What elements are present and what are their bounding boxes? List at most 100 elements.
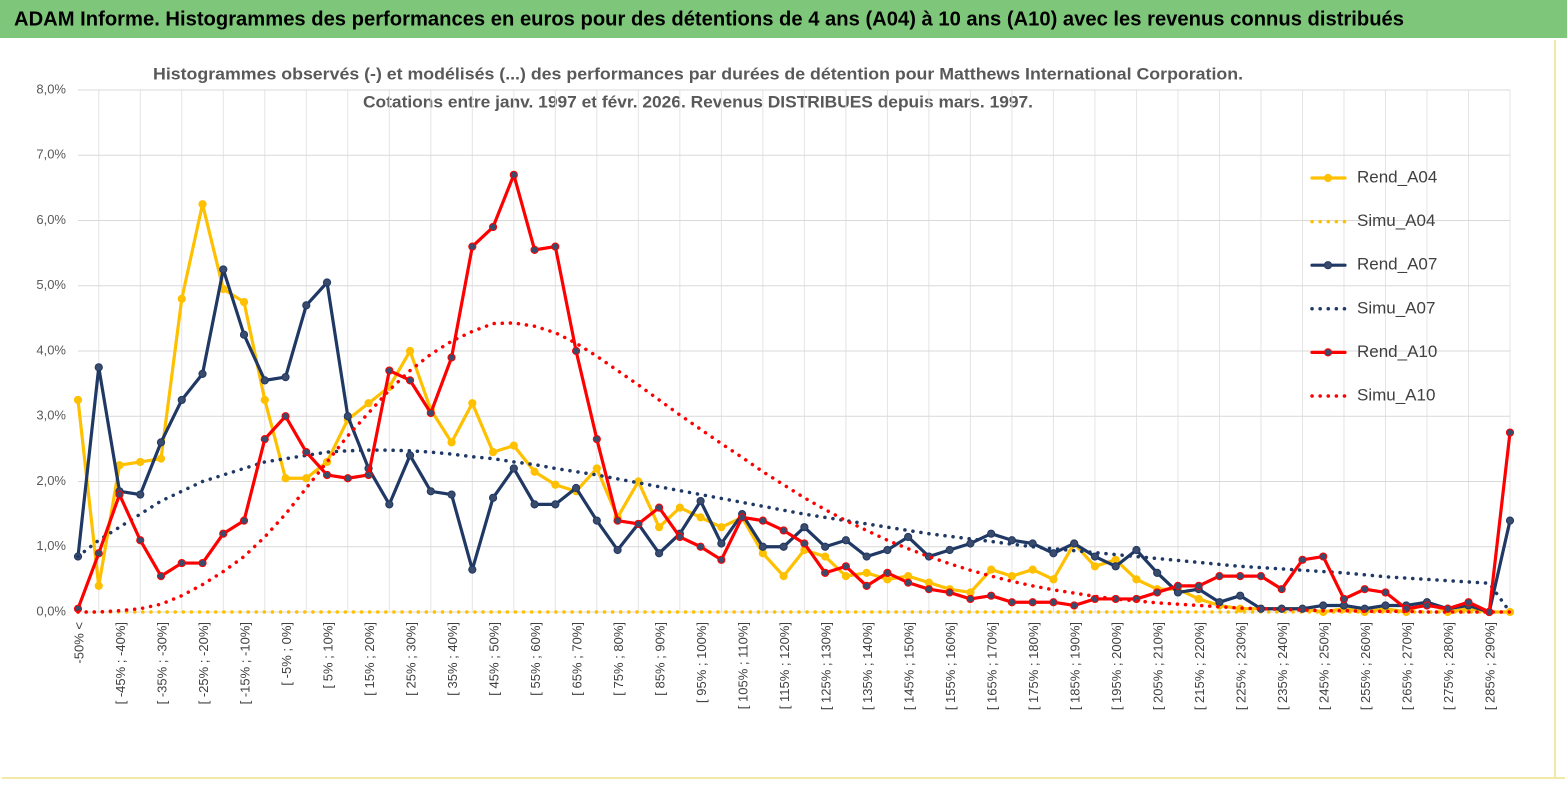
x-tick-label: [ 25% ; 30%]	[403, 622, 418, 696]
point	[904, 578, 913, 587]
point	[343, 412, 352, 421]
point	[136, 457, 145, 467]
point	[862, 552, 871, 561]
point	[1215, 598, 1224, 607]
point	[551, 500, 560, 509]
x-tick-label: [ 175% ; 180%]	[1026, 622, 1041, 710]
point	[841, 572, 850, 581]
point	[1256, 572, 1266, 581]
x-tick-label: [ 135% ; 140%]	[860, 622, 875, 710]
x-tick-label: [ 125% ; 130%]	[819, 622, 834, 710]
point	[177, 395, 186, 405]
y-tick-label: 0,0%	[36, 603, 66, 618]
x-tick-label: [ 45% ; 50%]	[487, 622, 502, 696]
point	[156, 454, 166, 463]
x-tick-label: [ 255% ; 260%]	[1358, 622, 1373, 710]
x-tick-label: [ 65% ; 70%]	[570, 622, 585, 696]
point	[1319, 552, 1328, 561]
x-tick-label: [ 205% ; 210%]	[1151, 622, 1166, 710]
point	[717, 555, 726, 564]
point	[758, 516, 767, 525]
point	[1319, 601, 1328, 610]
y-tick-label: 2,0%	[36, 473, 66, 488]
point	[198, 369, 207, 378]
point	[1194, 594, 1203, 604]
point	[1007, 536, 1017, 545]
x-tick-label: [ 215% ; 220%]	[1192, 622, 1207, 710]
header-title: ADAM Informe. Histogrammes des performan…	[14, 8, 1404, 30]
point	[841, 562, 850, 571]
x-tick-label: [ -15% ; -10%]	[237, 622, 252, 704]
point	[779, 572, 788, 581]
y-tick-label: 3,0%	[36, 408, 66, 423]
x-tick-label: [ 235% ; 240%]	[1275, 622, 1290, 710]
point	[966, 594, 975, 604]
point	[509, 170, 518, 179]
x-tick-label: [ 265% ; 270%]	[1400, 622, 1415, 710]
point	[239, 516, 249, 525]
point	[509, 441, 518, 450]
point	[1360, 585, 1369, 594]
x-tick-label: -50% <	[71, 622, 86, 664]
point	[198, 558, 207, 568]
point	[73, 395, 83, 405]
point	[364, 399, 373, 408]
point	[1090, 562, 1100, 571]
point	[862, 568, 871, 577]
x-tick-label: [ 75% ; 80%]	[611, 622, 626, 696]
point	[613, 545, 622, 555]
point	[1111, 562, 1120, 571]
y-tick-label: 1,0%	[36, 538, 66, 553]
point	[115, 490, 124, 499]
point	[987, 591, 996, 600]
point	[426, 487, 435, 496]
point	[343, 474, 352, 483]
legend-label: Rend_A04	[1357, 167, 1437, 186]
point	[571, 346, 581, 356]
point	[509, 464, 518, 473]
point	[613, 516, 622, 525]
point	[592, 434, 601, 444]
x-tick-label: [ 225% ; 230%]	[1234, 622, 1249, 710]
point	[987, 565, 996, 574]
point	[1443, 604, 1452, 613]
x-tick-label: [ 15% ; 20%]	[362, 622, 377, 696]
y-tick-label: 5,0%	[36, 277, 66, 292]
point	[530, 245, 539, 254]
point	[738, 513, 747, 522]
point	[1173, 581, 1183, 591]
x-tick-label: [ 185% ; 190%]	[1068, 622, 1083, 710]
point	[1132, 545, 1141, 555]
point	[841, 536, 850, 545]
x-tick-label: [ 195% ; 200%]	[1109, 622, 1124, 710]
point	[447, 438, 456, 447]
point	[717, 539, 726, 548]
point	[883, 545, 892, 555]
point	[94, 549, 103, 558]
x-tick-label: [ -35% ; -30%]	[154, 622, 169, 704]
x-tick-label: [ 35% ; 40%]	[445, 622, 460, 696]
x-tick-label: [ 145% ; 150%]	[902, 622, 917, 710]
point	[260, 395, 269, 405]
point	[322, 470, 332, 480]
point	[1090, 552, 1100, 561]
point	[1236, 572, 1245, 581]
point	[551, 242, 560, 251]
point	[800, 539, 809, 548]
point	[1007, 572, 1017, 581]
chart-subtitle: Cotations entre janv. 1997 et févr. 2026…	[363, 92, 1033, 111]
point	[447, 490, 456, 499]
point	[655, 523, 664, 532]
point	[281, 412, 290, 421]
point	[1028, 565, 1037, 574]
x-tick-label: [ 5% ; 10%]	[320, 622, 335, 688]
point	[1381, 588, 1390, 597]
point	[987, 529, 996, 538]
point	[655, 549, 664, 558]
point	[136, 490, 145, 499]
legend-marker	[1323, 261, 1333, 270]
point	[1422, 601, 1432, 610]
legend-label: Simu_A10	[1357, 385, 1435, 404]
point	[488, 448, 498, 457]
point	[758, 542, 767, 551]
